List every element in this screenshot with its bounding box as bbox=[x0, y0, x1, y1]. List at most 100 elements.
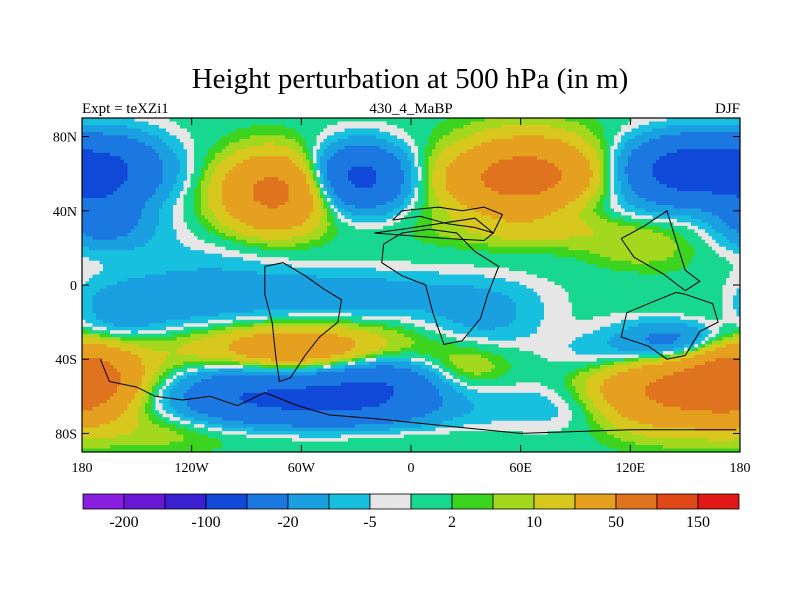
contour-cell bbox=[519, 281, 556, 286]
contour-cell bbox=[82, 142, 146, 147]
contour-cell bbox=[82, 163, 129, 168]
contour-cell bbox=[698, 319, 740, 324]
contour-cell bbox=[117, 389, 139, 394]
contour-cell bbox=[614, 156, 619, 161]
contour-cell bbox=[446, 180, 486, 185]
contour-cell bbox=[607, 184, 612, 189]
contour-cell bbox=[82, 340, 122, 345]
contour-cell bbox=[533, 218, 584, 223]
x-tick-label: 60W bbox=[288, 461, 316, 476]
contour-cell bbox=[162, 406, 174, 411]
contour-cell bbox=[418, 194, 426, 199]
contour-cell bbox=[540, 392, 559, 397]
contour-cell bbox=[82, 441, 171, 446]
contour-cell bbox=[155, 225, 174, 230]
contour-cell bbox=[309, 173, 314, 178]
contour-cell bbox=[292, 424, 356, 429]
contour-cell bbox=[586, 378, 605, 384]
contour-cell bbox=[82, 316, 97, 321]
contour-cell bbox=[428, 138, 440, 143]
contour-cell bbox=[173, 378, 181, 384]
contour-cell bbox=[355, 204, 377, 210]
contour-cell bbox=[582, 399, 594, 404]
contour-cell bbox=[428, 194, 437, 199]
contour-cell bbox=[334, 236, 416, 241]
contour-cell bbox=[400, 187, 412, 192]
contour-cell bbox=[376, 170, 405, 175]
contour-cell bbox=[82, 173, 129, 178]
contour-cell bbox=[187, 159, 195, 164]
contour-cell bbox=[197, 184, 202, 189]
contour-cell bbox=[337, 204, 356, 210]
contour-cell bbox=[134, 225, 157, 230]
contour-cell bbox=[432, 131, 451, 136]
contour-cell bbox=[589, 396, 605, 401]
chart-title: Height perturbation at 500 hPa (in m) bbox=[192, 63, 629, 95]
contour-cell bbox=[236, 351, 346, 356]
contour-cell bbox=[649, 396, 740, 401]
contour-cell bbox=[617, 371, 675, 377]
contour-cell bbox=[82, 225, 136, 230]
contour-cell bbox=[138, 138, 164, 143]
contour-cell bbox=[138, 354, 167, 359]
contour-cell bbox=[432, 152, 440, 157]
contour-cell bbox=[292, 236, 321, 241]
contour-cell bbox=[680, 316, 706, 321]
contour-cell bbox=[390, 396, 444, 401]
contour-cell bbox=[124, 180, 164, 185]
contour-cell bbox=[677, 149, 740, 154]
contour-cell bbox=[607, 177, 612, 182]
contour-cell bbox=[442, 149, 468, 154]
contour-cell bbox=[260, 201, 286, 206]
contour-cell bbox=[435, 159, 454, 164]
contour-cell bbox=[481, 142, 570, 147]
contour-cell bbox=[624, 208, 647, 213]
contour-cell bbox=[411, 316, 447, 321]
contour-cell bbox=[705, 239, 717, 244]
contour-cell bbox=[607, 152, 612, 157]
contour-cell bbox=[138, 222, 160, 227]
contour-cell bbox=[306, 177, 314, 182]
contour-cell bbox=[610, 187, 615, 192]
contour-cell bbox=[204, 239, 234, 244]
contour-cell bbox=[680, 232, 699, 237]
contour-cell bbox=[624, 145, 640, 150]
contour-cell bbox=[162, 159, 181, 164]
contour-cell bbox=[323, 198, 328, 203]
contour-cell bbox=[316, 173, 321, 178]
contour-cell bbox=[187, 170, 195, 175]
contour-cell bbox=[166, 319, 209, 324]
contour-cell bbox=[110, 420, 139, 425]
contour-cell bbox=[127, 406, 139, 411]
contour-cell bbox=[320, 131, 335, 136]
contour-cell bbox=[456, 389, 479, 394]
contour-cell bbox=[306, 180, 314, 185]
contour-cell bbox=[733, 337, 740, 342]
contour-cell bbox=[201, 211, 216, 217]
contour-cell bbox=[176, 351, 237, 356]
contour-cell bbox=[316, 152, 325, 157]
contour-cell bbox=[628, 159, 657, 164]
contour-cell bbox=[162, 163, 181, 168]
contour-cell bbox=[694, 340, 703, 345]
contour-cell bbox=[341, 434, 405, 439]
contour-cell bbox=[456, 365, 496, 370]
contour-cell bbox=[617, 201, 629, 206]
contour-cell bbox=[610, 152, 615, 157]
contour-cell bbox=[449, 354, 482, 359]
contour-cell bbox=[603, 191, 608, 196]
contour-cell bbox=[117, 368, 146, 373]
contour-cell bbox=[624, 218, 654, 223]
contour-cell bbox=[197, 410, 433, 415]
contour-cell bbox=[103, 319, 167, 324]
contour-cell bbox=[211, 222, 223, 227]
contour-cell bbox=[456, 337, 489, 342]
contour-cell bbox=[568, 291, 724, 297]
coastline bbox=[620, 210, 701, 292]
contour-cell bbox=[215, 142, 230, 147]
contour-cell bbox=[432, 173, 447, 178]
contour-cell bbox=[152, 145, 171, 150]
contour-cell bbox=[729, 271, 740, 276]
contour-cell bbox=[138, 410, 146, 415]
contour-cell bbox=[579, 403, 587, 408]
